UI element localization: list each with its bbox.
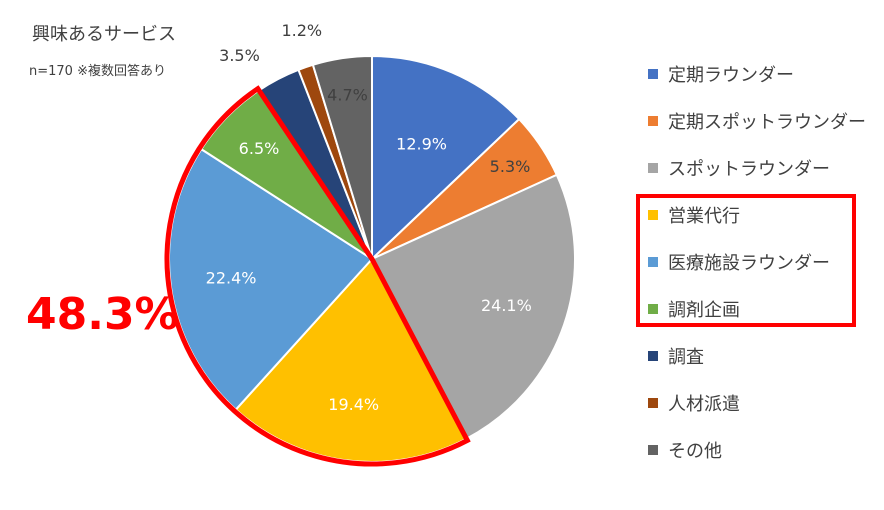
legend-label: 医療施設ラウンダー [668,253,830,274]
pie-slice-3 [370,173,576,441]
legend-swatch [648,445,658,455]
highlight-outline [164,85,471,467]
slice-label-1: 12.9% [396,134,447,153]
legend-swatch [648,257,658,267]
chart-title: 興味あるサービス [32,24,176,45]
legend-swatch [648,116,658,126]
legend-label: 調査 [668,347,704,368]
legend-item-9: その他 [648,438,722,462]
legend-label: その他 [668,441,722,462]
legend-swatch [648,304,658,314]
slice-label-4: 19.4% [328,395,379,414]
legend-item-6: 調剤企画 [648,297,740,321]
legend-item-3: スポットラウンダー [648,156,830,180]
legend-item-8: 人材派遣 [648,391,740,415]
slice-label-3: 24.1% [481,296,532,315]
legend-item-7: 調査 [648,344,704,368]
pie-slice-9 [311,54,373,260]
legend-swatch [648,210,658,220]
legend-label: 調剤企画 [668,300,740,321]
slice-label-8: 1.2% [281,21,322,40]
slice-label-9: 4.7% [327,85,368,104]
highlight-total-label: 48.3% [26,289,179,340]
legend-swatch [648,163,658,173]
legend-label: 定期スポットラウンダー [668,112,866,133]
pie-slice-1 [371,54,521,262]
slice-label-2: 5.3% [490,157,531,176]
slice-label-6: 6.5% [239,139,280,158]
legend-item-1: 定期ラウンダー [648,62,794,86]
legend-label: 人材派遣 [668,394,740,415]
slice-label-7: 3.5% [219,46,260,65]
legend-highlight-box [636,194,856,327]
legend-label: スポットラウンダー [668,159,830,180]
slice-labels: 12.9% 5.3% 24.1% 19.4% 22.4% 6.5% 3.5% 1.2% 4.7% [206,21,532,414]
legend-swatch [648,398,658,408]
chart-subtitle: n=170 ※複数回答あり [29,64,166,79]
legend-item-5: 医療施設ラウンダー [648,250,830,274]
legend-label: 定期ラウンダー [668,65,794,86]
legend-swatch [648,351,658,361]
legend-label: 営業代行 [668,206,740,227]
legend-item-4: 営業代行 [648,203,740,227]
legend-swatch [648,69,658,79]
slice-label-5: 22.4% [206,269,257,288]
legend-item-2: 定期スポットラウンダー [648,109,866,133]
